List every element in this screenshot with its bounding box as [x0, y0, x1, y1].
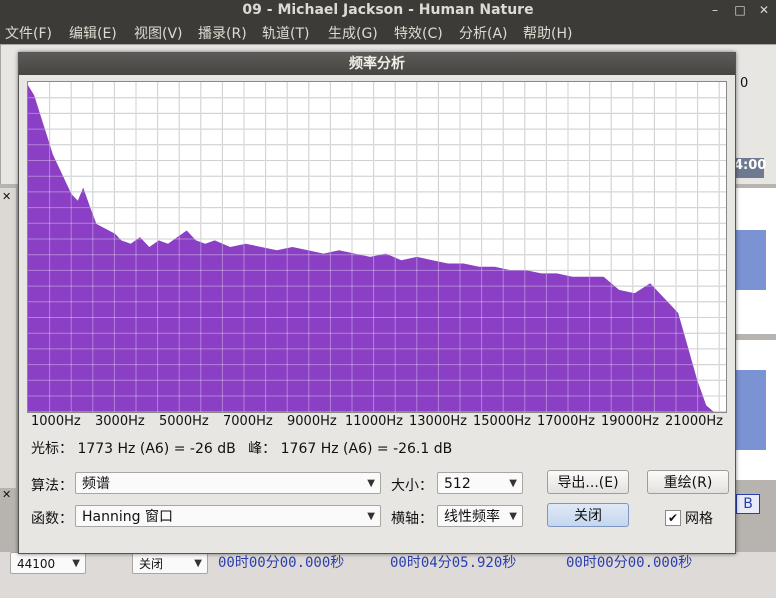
- app-title-bar: 09 - Michael Jackson - Human Nature – □ …: [0, 0, 776, 22]
- track2-close-icon[interactable]: ✕: [2, 488, 12, 501]
- axis-label: 横轴：: [391, 511, 433, 527]
- x-tick-label: 15000Hz: [473, 414, 531, 429]
- axis-select[interactable]: 线性频率 ▼: [437, 505, 523, 527]
- grid-label: 网格: [685, 511, 713, 527]
- replot-button[interactable]: 重绘(R): [647, 470, 729, 494]
- snap-select[interactable]: 关闭 ▼: [132, 552, 208, 574]
- cursor-label: 光标：: [31, 441, 73, 457]
- x-tick-label: 1000Hz: [31, 414, 81, 429]
- waveform-top: [736, 230, 766, 290]
- chevron-down-icon: ▼: [367, 511, 375, 522]
- menu-generate[interactable]: 生成(G): [328, 26, 378, 42]
- x-tick-label: 19000Hz: [601, 414, 659, 429]
- grid-checkbox[interactable]: ✔: [665, 510, 681, 526]
- frequency-analysis-dialog: 频率分析 1000Hz 3000Hz 5000Hz 7000Hz 9000Hz …: [18, 52, 736, 554]
- maximize-icon[interactable]: □: [734, 3, 746, 17]
- x-tick-label: 9000Hz: [287, 414, 337, 429]
- waveform-bottom: [736, 370, 766, 450]
- menu-record[interactable]: 播录(R): [198, 26, 247, 42]
- peak-label: 峰：: [248, 441, 277, 457]
- close-button[interactable]: 关闭: [547, 503, 629, 527]
- x-tick-label: 3000Hz: [95, 414, 145, 429]
- plot-grid-overlay: [28, 82, 726, 412]
- function-value: Hanning 窗口: [82, 509, 173, 525]
- cursor-value: 1773 Hz (A6) = -26 dB: [77, 441, 236, 457]
- export-button[interactable]: 导出...(E): [547, 470, 629, 494]
- selection-start-time[interactable]: 00时00分00.000秒: [218, 555, 345, 571]
- project-rate-value: 44100: [17, 557, 56, 571]
- window-title: 09 - Michael Jackson - Human Nature: [242, 2, 534, 18]
- track-controls: [0, 188, 16, 488]
- audio-position-time[interactable]: 00时00分00.000秒: [566, 555, 693, 571]
- size-select[interactable]: 512 ▼: [437, 472, 523, 494]
- function-label: 函数：: [31, 511, 73, 527]
- x-tick-label: 13000Hz: [409, 414, 467, 429]
- chevron-down-icon: ▼: [509, 478, 517, 489]
- snap-value: 关闭: [139, 557, 164, 571]
- mode-b-button[interactable]: B: [736, 494, 760, 514]
- chevron-down-icon: ▼: [194, 558, 202, 569]
- spectrum-plot[interactable]: [27, 81, 727, 413]
- axis-value: 线性频率: [444, 509, 500, 525]
- x-tick-label: 11000Hz: [345, 414, 403, 429]
- timeline-time-label: 4:00: [734, 158, 767, 173]
- project-rate-select[interactable]: 44100 ▼: [10, 552, 86, 574]
- chevron-down-icon: ▼: [72, 558, 80, 569]
- close-icon[interactable]: ✕: [758, 3, 770, 17]
- x-tick-label: 7000Hz: [223, 414, 273, 429]
- algorithm-value: 频谱: [82, 476, 110, 492]
- menu-view[interactable]: 视图(V): [134, 26, 183, 42]
- check-icon: ✔: [667, 511, 679, 525]
- menu-effect[interactable]: 特效(C): [394, 26, 443, 42]
- dialog-title: 频率分析: [19, 53, 735, 75]
- menu-help[interactable]: 帮助(H): [523, 26, 573, 42]
- algorithm-label: 算法：: [31, 478, 73, 494]
- peak-value: 1767 Hz (A6) = -26.1 dB: [280, 441, 453, 457]
- toolbar-value: 0: [740, 76, 749, 91]
- menu-file[interactable]: 文件(F): [5, 26, 52, 42]
- minimize-icon[interactable]: –: [712, 3, 718, 17]
- function-select[interactable]: Hanning 窗口 ▼: [75, 505, 381, 527]
- track-close-icon[interactable]: ✕: [2, 190, 12, 203]
- size-value: 512: [444, 476, 471, 492]
- chevron-down-icon: ▼: [509, 511, 517, 522]
- algorithm-select[interactable]: 频谱 ▼: [75, 472, 381, 494]
- selection-end-time[interactable]: 00时04分05.920秒: [390, 555, 517, 571]
- menu-analyze[interactable]: 分析(A): [459, 26, 508, 42]
- x-tick-label: 21000Hz: [665, 414, 723, 429]
- menu-bar: 文件(F) 编辑(E) 视图(V) 播录(R) 轨道(T) 生成(G) 特效(C…: [0, 22, 776, 44]
- cursor-readout: 光标： 1773 Hz (A6) = -26 dB 峰： 1767 Hz (A6…: [31, 438, 452, 458]
- x-tick-label: 5000Hz: [159, 414, 209, 429]
- selection-toolbar: 44100 ▼ 关闭 ▼ 00时00分00.000秒 00时04分05.920秒 0…: [0, 552, 776, 598]
- chevron-down-icon: ▼: [367, 478, 375, 489]
- timeline-time: 4:00: [734, 158, 767, 178]
- x-tick-label: 17000Hz: [537, 414, 595, 429]
- menu-tracks[interactable]: 轨道(T): [262, 26, 310, 42]
- menu-edit[interactable]: 编辑(E): [69, 26, 117, 42]
- size-label: 大小：: [391, 478, 433, 494]
- spectrum-area: [28, 85, 714, 412]
